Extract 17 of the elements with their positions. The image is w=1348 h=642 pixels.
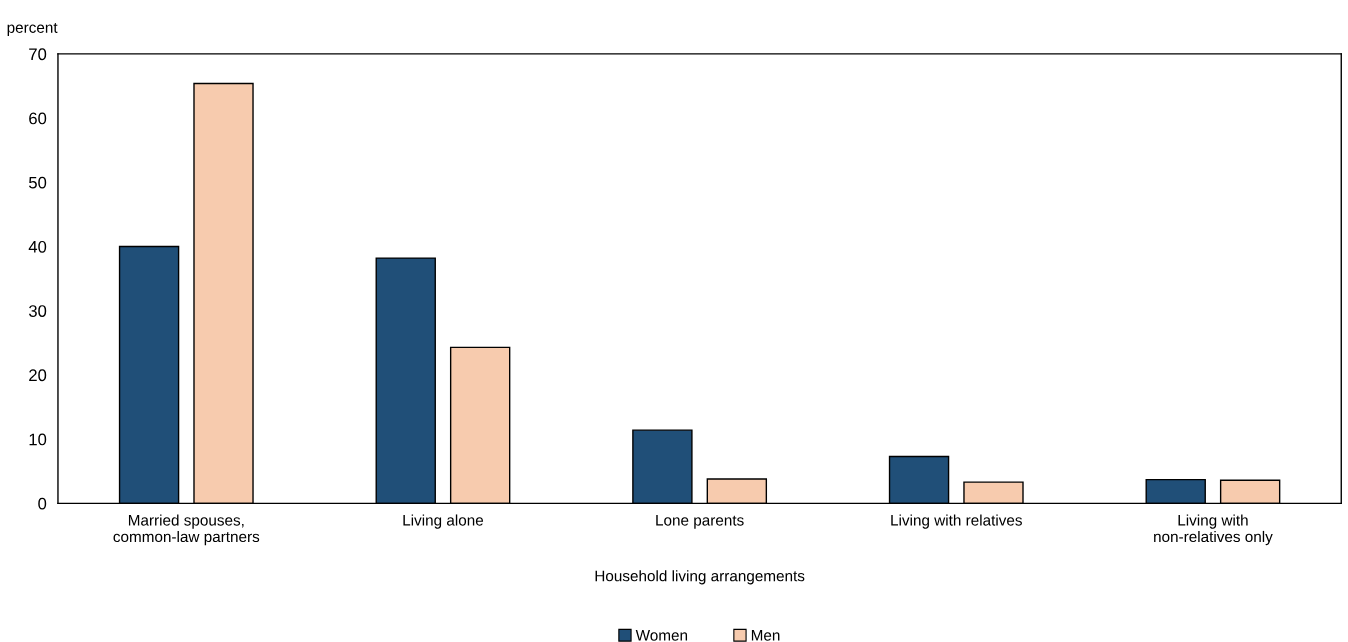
y-tick-label: 60 [29, 112, 47, 125]
x-axis-title: Household living arrangements [595, 570, 805, 585]
legend-label: Women [635, 630, 688, 641]
legend-label: Men [751, 630, 780, 641]
x-tick-label: Living with non-relatives only [1154, 514, 1273, 546]
y-tick-label: 10 [29, 433, 47, 446]
y-axis-title: percent [7, 22, 58, 36]
x-tick-label: Married spouses, common-law partners [113, 514, 260, 546]
y-tick-label: 40 [28, 240, 47, 253]
x-tick-label: Living with relatives [891, 514, 1022, 529]
y-tick-label: 30 [28, 305, 47, 317]
y-tick-label: 70 [29, 48, 47, 61]
x-tick-label: Living alone [403, 514, 484, 529]
y-tick-label: 50 [28, 176, 47, 189]
x-tick-label: Lone parents [656, 515, 744, 529]
y-tick-label: 0 [38, 497, 47, 510]
y-tick-label: 20 [29, 369, 47, 382]
